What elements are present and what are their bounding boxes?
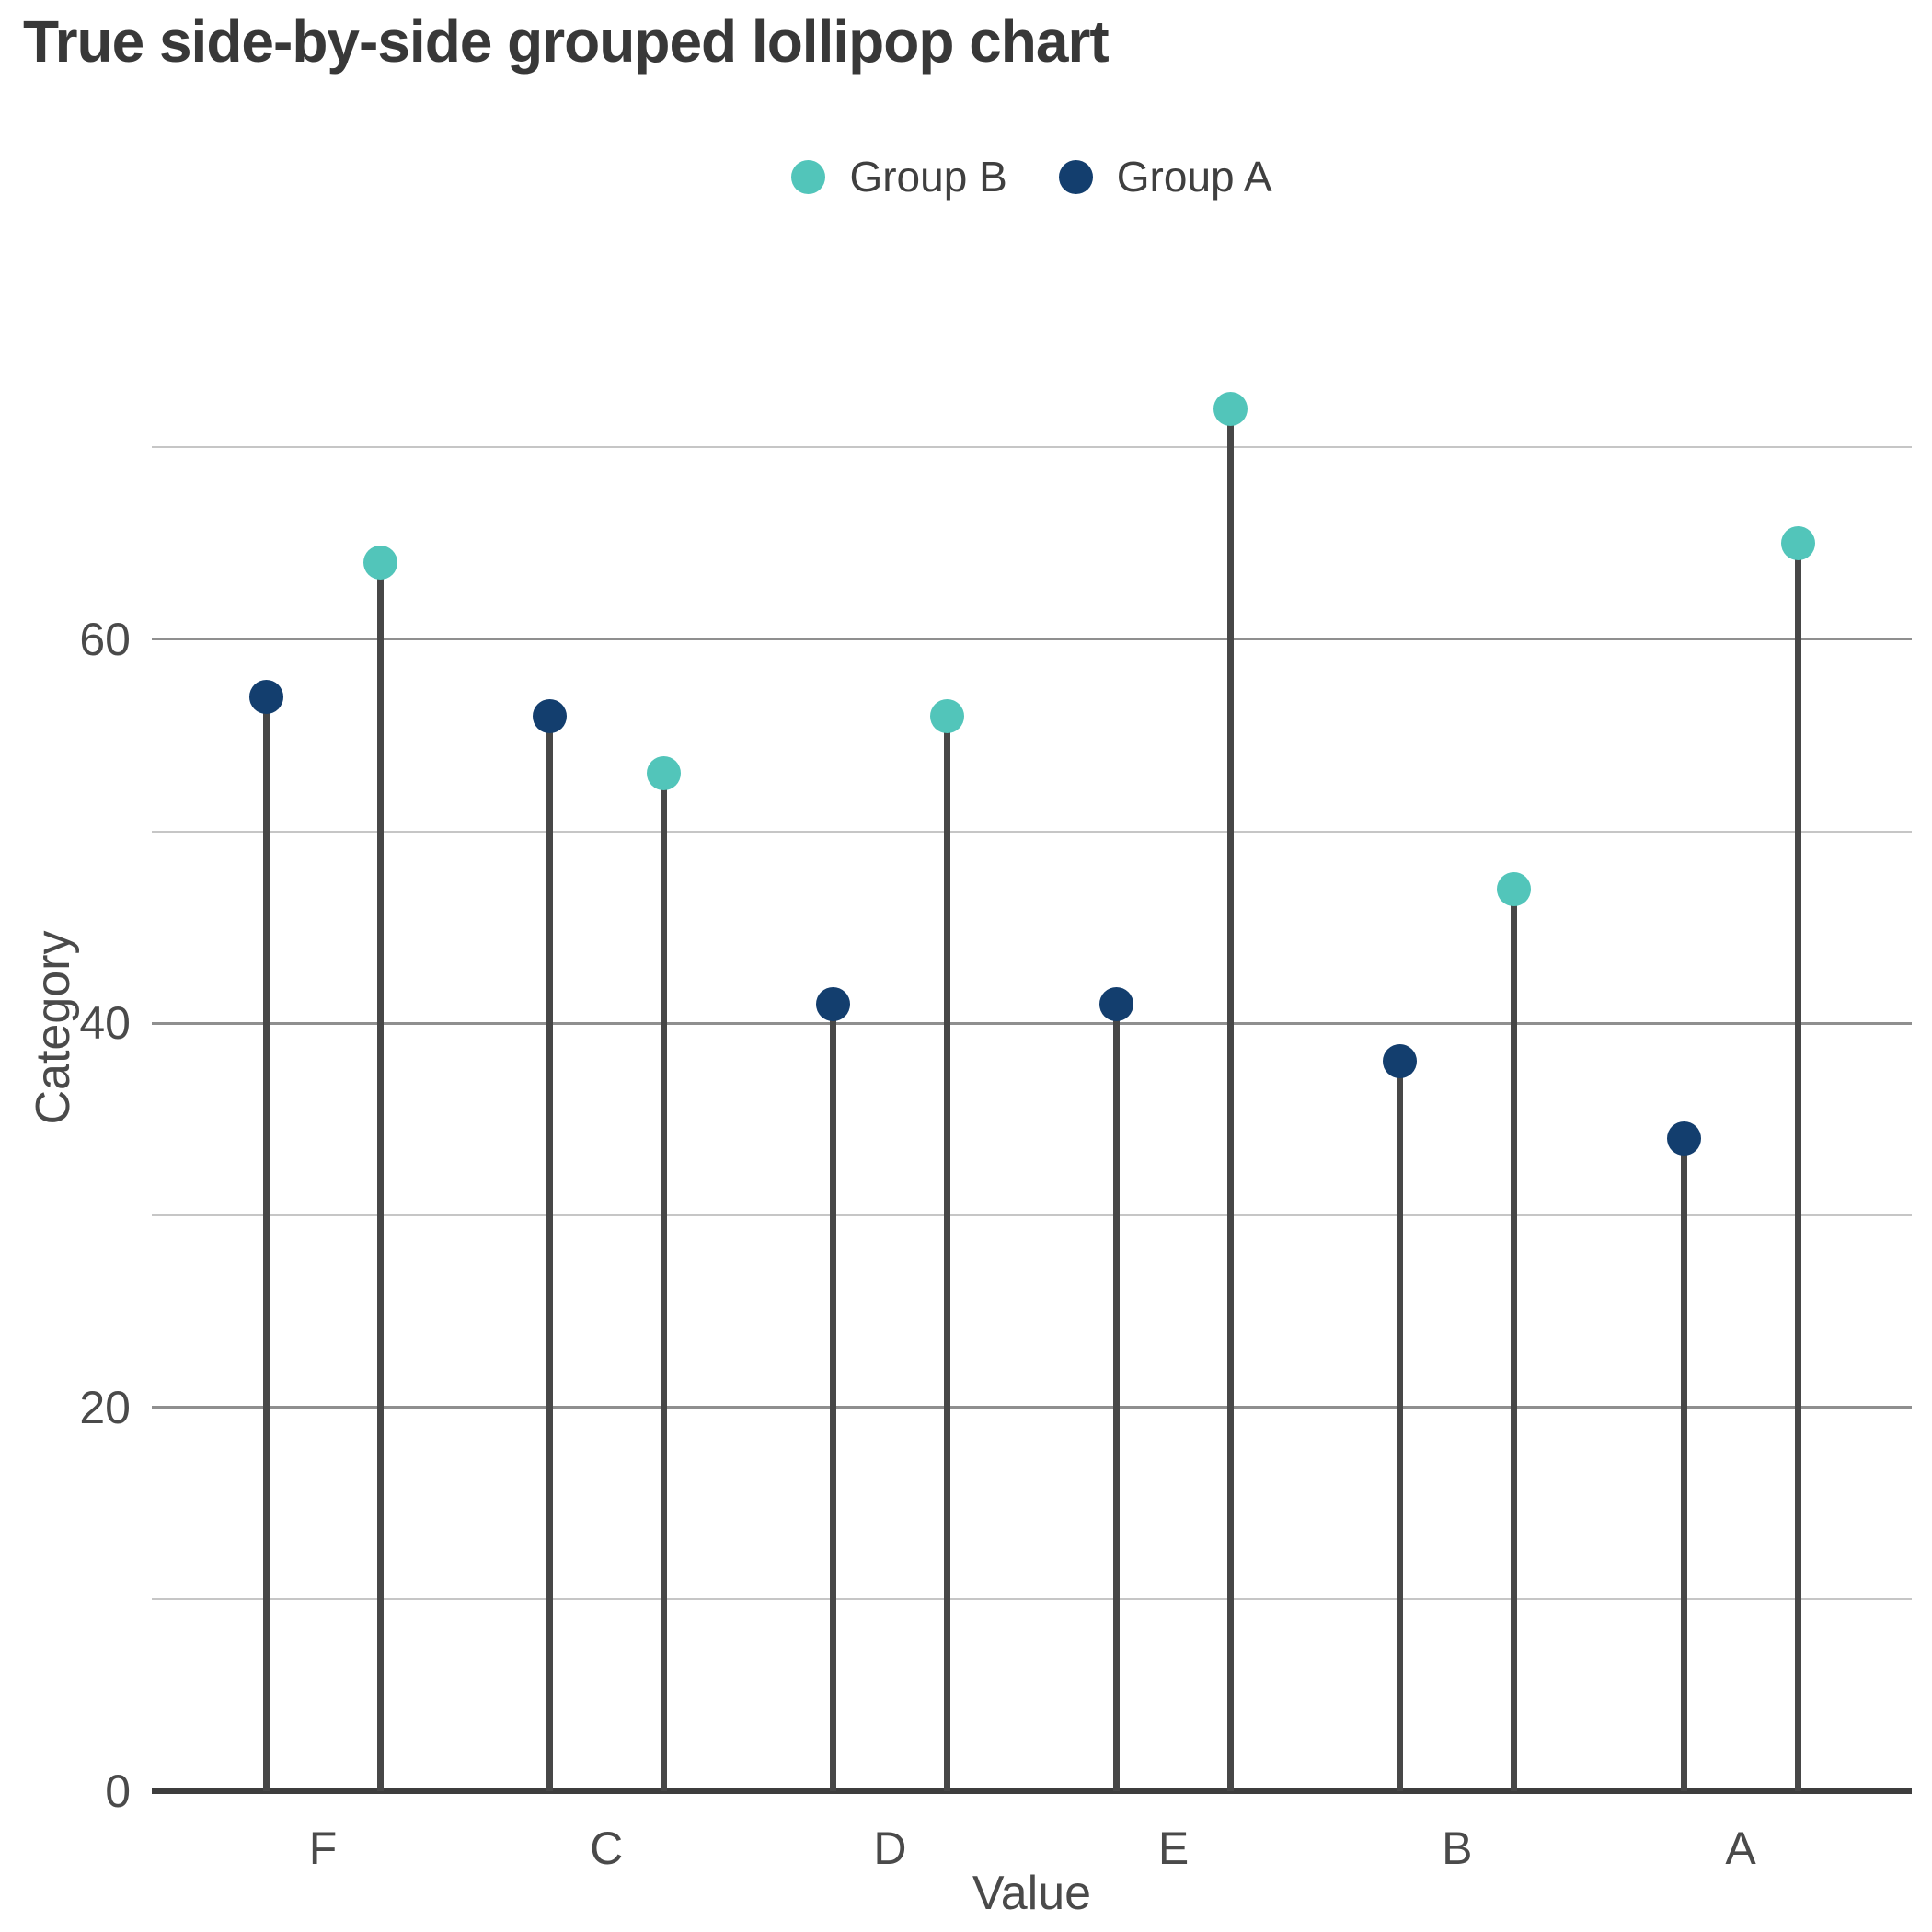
lollipop-stem-group-b-E bbox=[1227, 408, 1235, 1791]
lollipop-stem-group-a-F bbox=[262, 696, 270, 1791]
lollipop-stem-group-b-A bbox=[1794, 543, 1801, 1791]
gridline-minor-10 bbox=[152, 1598, 1912, 1601]
lollipop-dot-group-a-A bbox=[1666, 1121, 1701, 1156]
x-tick-label-F: F bbox=[308, 1823, 338, 1874]
gridline-major-60 bbox=[152, 638, 1912, 641]
lollipop-dot-group-b-D bbox=[929, 698, 964, 733]
gridline-minor-30 bbox=[152, 1213, 1912, 1216]
x-tick-label-E: E bbox=[1157, 1823, 1190, 1874]
gridline-minor-50 bbox=[152, 830, 1912, 833]
x-tick-label-C: C bbox=[590, 1823, 624, 1874]
lollipop-stem-group-a-C bbox=[546, 716, 553, 1791]
y-tick-label-0: 0 bbox=[105, 1765, 131, 1817]
lollipop-dot-group-a-E bbox=[1099, 986, 1134, 1021]
lollipop-stem-group-b-C bbox=[660, 773, 667, 1791]
legend-item-group-b: Group B bbox=[791, 152, 1007, 201]
legend: Group B Group A bbox=[152, 147, 1912, 206]
gridline-major-20 bbox=[152, 1406, 1912, 1409]
x-tick-label-D: D bbox=[873, 1823, 907, 1874]
legend-item-group-a: Group A bbox=[1058, 152, 1272, 201]
x-axis-line bbox=[152, 1788, 1912, 1794]
lollipop-stem-group-b-D bbox=[943, 716, 950, 1791]
chart-title: True side-by-side grouped lollipop chart bbox=[23, 8, 1110, 75]
plot-area bbox=[152, 313, 1912, 1794]
lollipop-stem-group-a-E bbox=[1113, 1004, 1121, 1791]
x-tick-label-A: A bbox=[1725, 1823, 1756, 1874]
y-tick-label-20: 20 bbox=[79, 1381, 131, 1433]
lollipop-dot-group-b-B bbox=[1497, 871, 1532, 906]
legend-label-group-a: Group A bbox=[1116, 153, 1272, 201]
x-axis-title: Value bbox=[972, 1867, 1092, 1920]
lollipop-dot-group-b-C bbox=[646, 756, 681, 791]
gridline-major-40 bbox=[152, 1021, 1912, 1025]
y-tick-label-40: 40 bbox=[79, 997, 131, 1050]
y-tick-label-60: 60 bbox=[79, 613, 131, 665]
lollipop-dot-group-b-F bbox=[362, 545, 397, 580]
legend-label-group-b: Group B bbox=[849, 153, 1007, 201]
lollipop-stem-group-a-A bbox=[1680, 1138, 1687, 1791]
gridline-minor-70 bbox=[152, 446, 1912, 449]
lollipop-stem-group-a-B bbox=[1397, 1061, 1404, 1791]
lollipop-dot-group-a-C bbox=[532, 698, 567, 733]
lollipop-dot-group-a-B bbox=[1383, 1044, 1418, 1079]
lollipop-dot-group-a-F bbox=[248, 679, 283, 714]
lollipop-dot-group-a-D bbox=[815, 986, 850, 1021]
lollipop-stem-group-b-B bbox=[1511, 889, 1518, 1791]
group-b-swatch-icon bbox=[791, 159, 826, 194]
lollipop-dot-group-b-A bbox=[1780, 525, 1815, 560]
lollipop-dot-group-b-E bbox=[1213, 391, 1248, 426]
lollipop-stem-group-a-D bbox=[829, 1004, 836, 1791]
lollipop-stem-group-b-F bbox=[376, 562, 384, 1791]
group-a-swatch-icon bbox=[1058, 159, 1093, 194]
x-tick-label-B: B bbox=[1442, 1823, 1473, 1874]
